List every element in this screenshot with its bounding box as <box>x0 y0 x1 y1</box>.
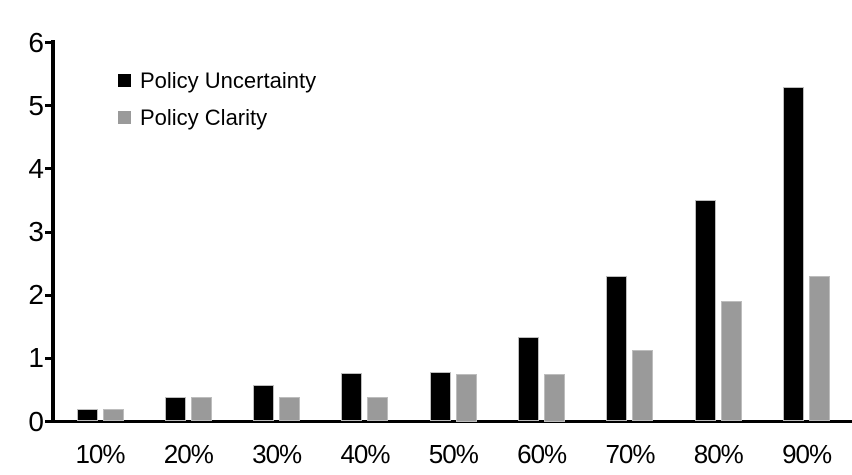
y-tick-mark-6 <box>45 41 54 44</box>
y-tick-label-5: 5 <box>28 89 44 121</box>
bar-policy-clarity-50 <box>455 374 477 422</box>
bar-policy-clarity-70 <box>632 350 654 422</box>
x-tick-label-10: 10% <box>75 439 125 469</box>
y-tick-label-6: 6 <box>28 26 44 58</box>
bar-policy-clarity-20 <box>190 397 212 422</box>
policy-clarity-swatch-icon <box>118 111 131 124</box>
bar-policy-clarity-10 <box>102 409 124 422</box>
y-tick-mark-0 <box>45 420 54 423</box>
legend-item-policy-uncertainty: Policy Uncertainty <box>118 67 316 94</box>
bar-policy-uncertainty-50 <box>429 372 451 422</box>
bar-policy-clarity-90 <box>809 276 831 422</box>
bar-policy-clarity-80 <box>720 301 742 422</box>
x-axis-line <box>51 420 852 423</box>
bar-policy-uncertainty-20 <box>164 397 186 422</box>
x-tick-label-40: 40% <box>340 439 390 469</box>
y-tick-mark-1 <box>45 356 54 360</box>
y-tick-mark-4 <box>45 167 54 171</box>
y-tick-label-1: 1 <box>28 342 44 374</box>
x-tick-label-70: 70% <box>605 439 655 469</box>
y-tick-label-4: 4 <box>28 152 44 184</box>
bar-policy-uncertainty-10 <box>76 409 98 422</box>
bar-policy-clarity-30 <box>279 397 301 422</box>
legend-label-policy-clarity: Policy Clarity <box>140 104 268 130</box>
bar-policy-uncertainty-30 <box>253 385 275 422</box>
x-tick-label-30: 30% <box>252 439 302 469</box>
bar-policy-uncertainty-80 <box>694 200 716 422</box>
y-tick-label-2: 2 <box>28 279 44 311</box>
y-tick-mark-3 <box>45 230 54 234</box>
bar-policy-uncertainty-70 <box>606 276 628 422</box>
bar-policy-clarity-40 <box>367 397 389 422</box>
legend: Policy Uncertainty Policy Clarity <box>118 67 316 141</box>
x-tick-label-90: 90% <box>782 439 832 469</box>
x-tick-label-80: 80% <box>693 439 744 469</box>
legend-label-policy-uncertainty: Policy Uncertainty <box>140 67 317 93</box>
y-tick-mark-5 <box>45 104 54 108</box>
y-tick-mark-2 <box>45 293 54 297</box>
y-tick-label-0: 0 <box>28 405 44 437</box>
legend-item-policy-clarity: Policy Clarity <box>118 104 316 131</box>
y-tick-label-3: 3 <box>28 216 44 247</box>
bar-policy-uncertainty-60 <box>518 337 540 422</box>
x-tick-label-50: 50% <box>428 439 479 469</box>
bar-policy-uncertainty-90 <box>783 86 805 422</box>
policy-uncertainty-swatch-icon <box>118 74 131 87</box>
x-tick-label-60: 60% <box>517 439 567 469</box>
x-tick-label-20: 20% <box>163 439 214 469</box>
bar-policy-uncertainty-40 <box>341 373 363 422</box>
bar-policy-clarity-60 <box>544 374 566 422</box>
